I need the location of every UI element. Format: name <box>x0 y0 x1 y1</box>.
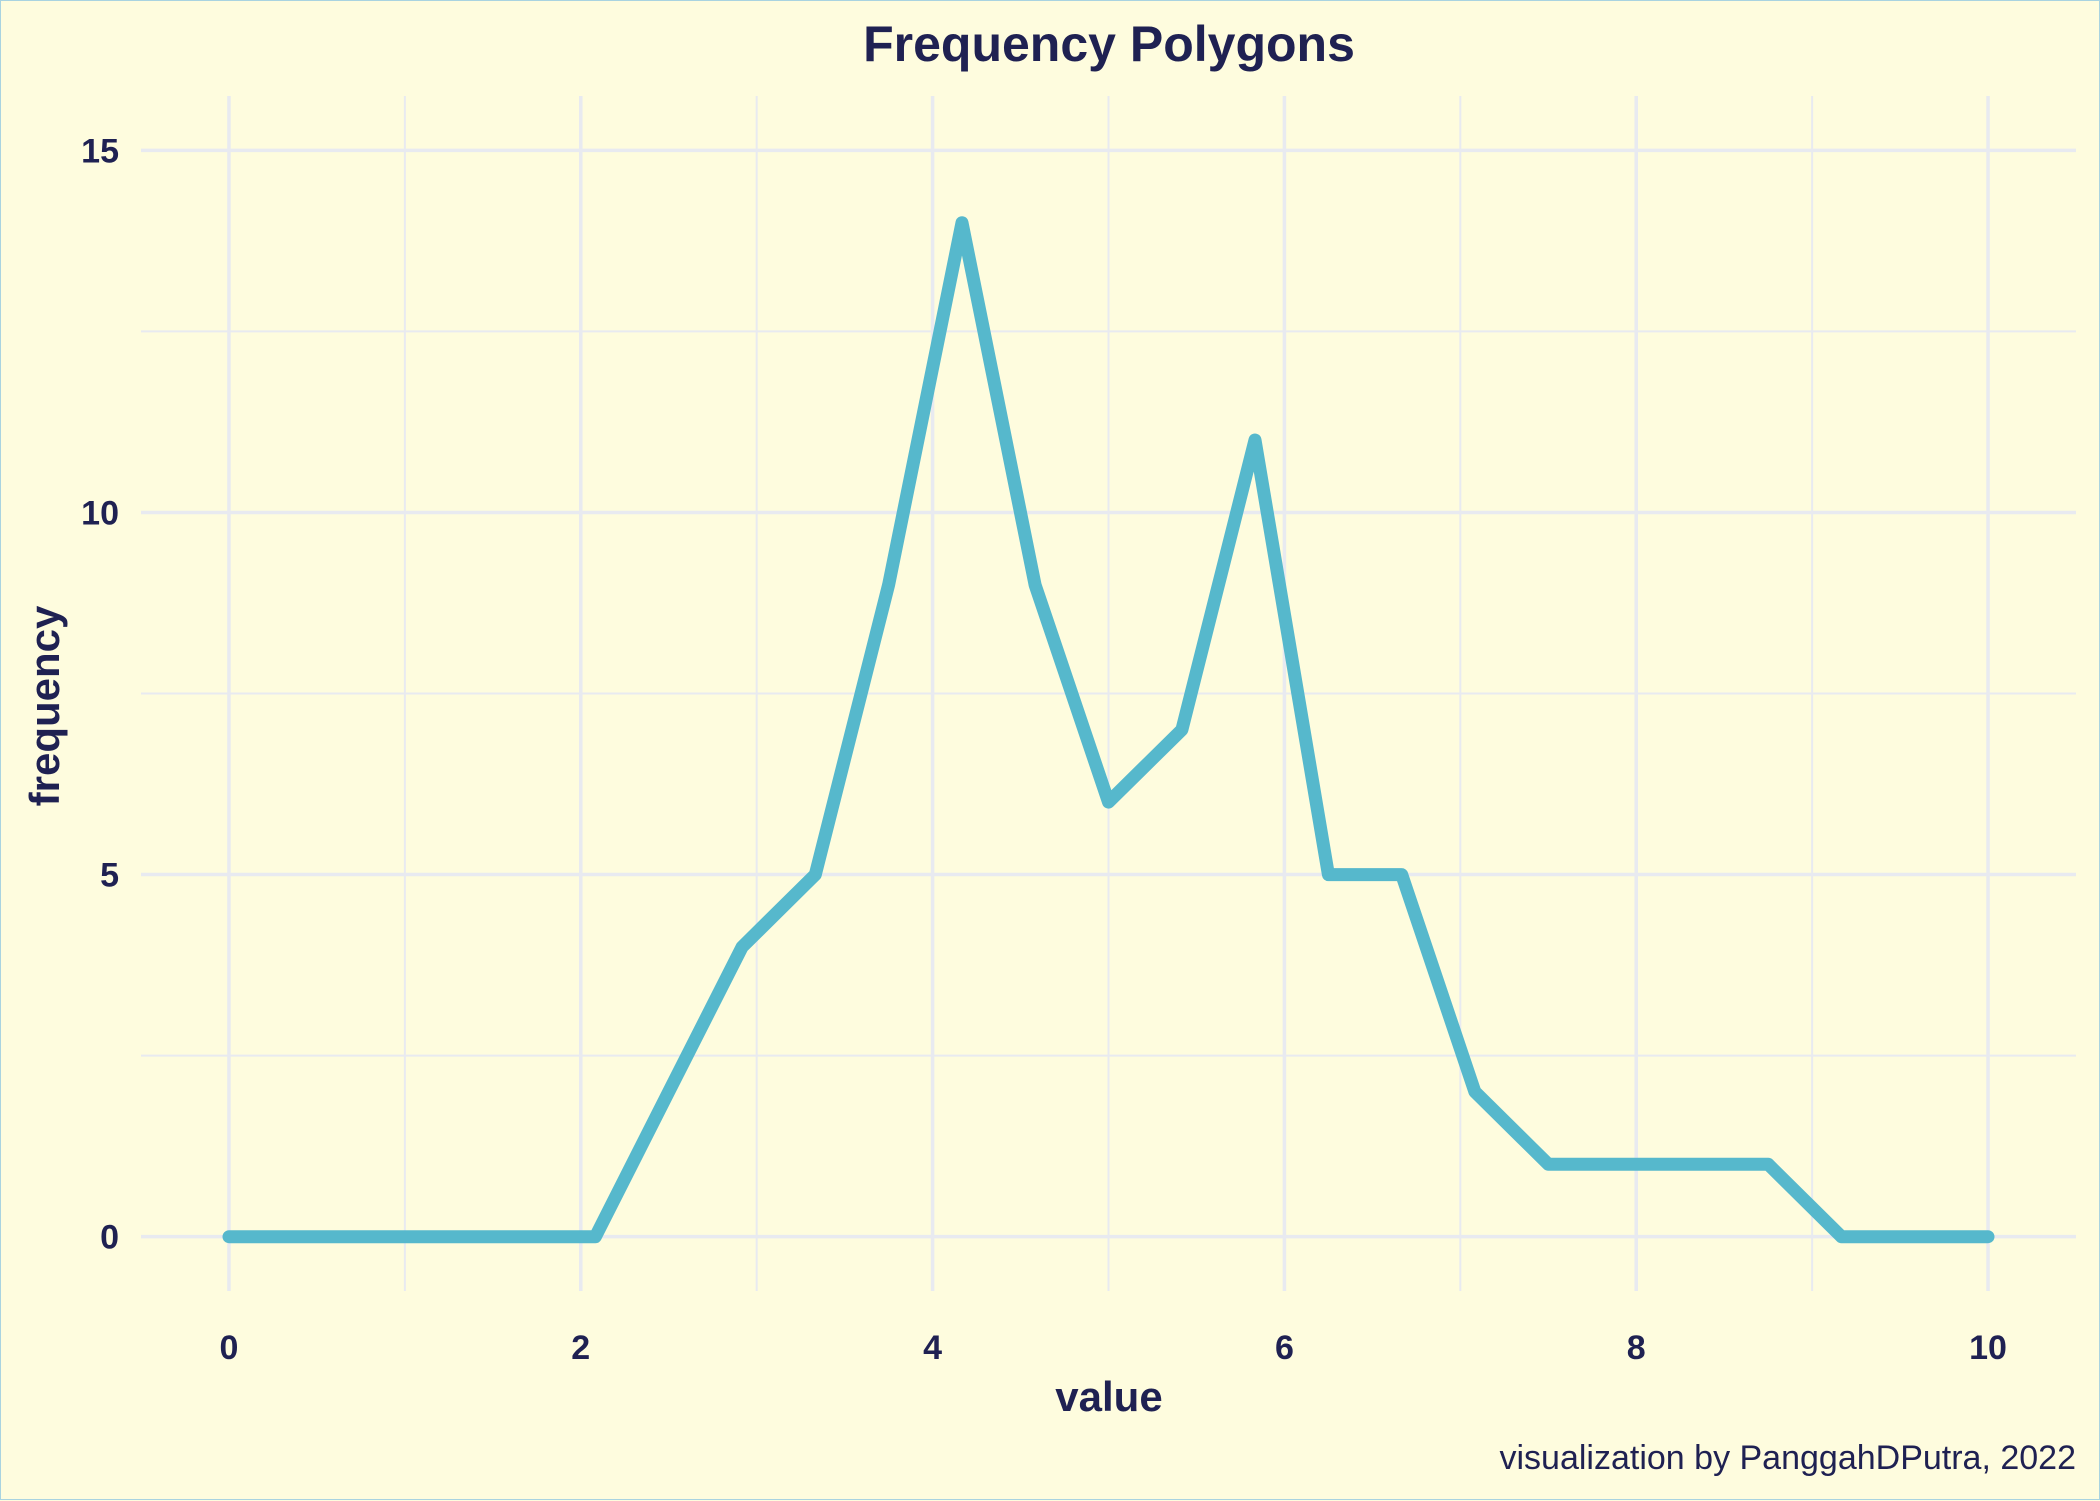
y-tick-label: 0 <box>100 1219 119 1257</box>
y-tick-label: 10 <box>81 494 119 532</box>
tick-labels: 0 2 4 6 8 10 0 5 10 15 <box>81 132 2007 1367</box>
x-tick-label: 4 <box>923 1329 942 1367</box>
frequency-polygon-line <box>222 216 1995 1244</box>
chart-caption: visualization by PanggahDPutra, 2022 <box>1500 1439 2077 1477</box>
y-tick-label: 5 <box>100 857 119 895</box>
series-lines <box>222 216 1995 1244</box>
x-tick-label: 2 <box>571 1329 590 1367</box>
x-tick-label: 8 <box>1627 1329 1646 1367</box>
x-tick-label: 6 <box>1275 1329 1294 1367</box>
chart-title: Frequency Polygons <box>863 16 1355 72</box>
x-axis-title: value <box>1055 1373 1162 1420</box>
grid-lines <box>141 96 2076 1291</box>
y-tick-label: 15 <box>81 132 119 170</box>
x-tick-label: 0 <box>219 1329 238 1367</box>
y-axis-title: frequency <box>21 605 68 806</box>
x-tick-label: 10 <box>1969 1329 2007 1367</box>
